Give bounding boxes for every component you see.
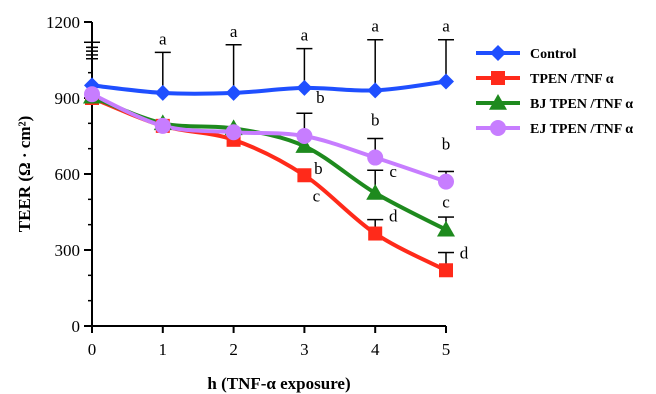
- error-bars: [84, 38, 454, 271]
- data-point-0-4: [367, 82, 384, 99]
- x-tick-label: 4: [371, 340, 380, 359]
- y-tick-label: 0: [72, 317, 81, 336]
- legend-label: EJ TPEN /TNF α: [530, 122, 633, 137]
- x-tick-label: 2: [229, 340, 238, 359]
- legend-label: Control: [530, 47, 577, 62]
- data-point-0-2: [225, 84, 242, 101]
- data-point-0-5: [438, 73, 454, 90]
- legend-marker: [490, 120, 506, 136]
- tick-group: 0 300 600 900 1200 0 1 2 3 4 5: [46, 13, 450, 359]
- data-point-0-1: [154, 84, 171, 101]
- significance-letter: c: [442, 193, 450, 212]
- significance-letter: b: [314, 159, 323, 178]
- x-tick-label: 5: [442, 340, 451, 359]
- y-axis-title: TEER (Ω · cm²): [15, 116, 34, 232]
- significance-letter: a: [230, 22, 238, 41]
- data-point-2-5: [437, 220, 455, 237]
- data-point-3-5: [438, 173, 454, 190]
- legend-label: TPEN /TNF α: [530, 72, 614, 87]
- data-point-2-4: [366, 184, 385, 200]
- data-point-3-4: [367, 149, 384, 166]
- significance-letter: c: [313, 186, 321, 205]
- legend-marker: [491, 71, 505, 85]
- legend: Control TPEN /TNF α BJ TPEN /TNF α EJ TPEN …: [476, 45, 633, 137]
- significance-letter: d: [389, 207, 398, 226]
- x-tick-label: 0: [88, 340, 97, 359]
- legend-marker: [489, 94, 507, 110]
- series-line-0: [91, 79, 447, 96]
- significance-letter: a: [371, 17, 379, 36]
- significance-letter: a: [442, 17, 450, 36]
- x-tick-label: 1: [159, 340, 168, 359]
- significance-letter: d: [460, 243, 469, 262]
- series-markers: [83, 73, 455, 278]
- series-line-1: [91, 96, 447, 273]
- significance-letter: b: [442, 135, 451, 154]
- data-point-1-5: [439, 263, 453, 278]
- data-point-3-1: [154, 117, 171, 134]
- data-point-3-3: [296, 128, 313, 144]
- significance-letter: b: [371, 111, 380, 130]
- y-tick-label: 300: [55, 241, 81, 260]
- significance-letter: a: [159, 29, 167, 48]
- legend-marker: [490, 45, 506, 61]
- legend-label: BJ TPEN /TNF α: [530, 97, 633, 112]
- legend-item-1: TPEN /TNF α: [476, 71, 614, 87]
- y-tick-label: 1200: [46, 13, 80, 32]
- x-tick-label: 3: [300, 340, 309, 359]
- y-tick-label: 600: [55, 165, 81, 184]
- legend-item-3: EJ TPEN /TNF α: [476, 120, 633, 137]
- legend-item-2: BJ TPEN /TNF α: [476, 94, 633, 112]
- y-tick-label: 900: [55, 89, 81, 108]
- data-point-1-3: [297, 168, 312, 183]
- significance-letter: c: [389, 162, 397, 181]
- legend-item-0: Control: [476, 45, 577, 62]
- data-point-0-3: [296, 79, 313, 96]
- data-point-3-0: [84, 86, 100, 103]
- data-point-2-3: [295, 137, 314, 153]
- data-point-3-2: [225, 124, 242, 141]
- significance-letter: b: [316, 88, 325, 107]
- data-point-1-4: [368, 226, 383, 241]
- x-axis-title: h (TNF-α exposure): [207, 374, 350, 393]
- significance-letter: a: [301, 26, 309, 45]
